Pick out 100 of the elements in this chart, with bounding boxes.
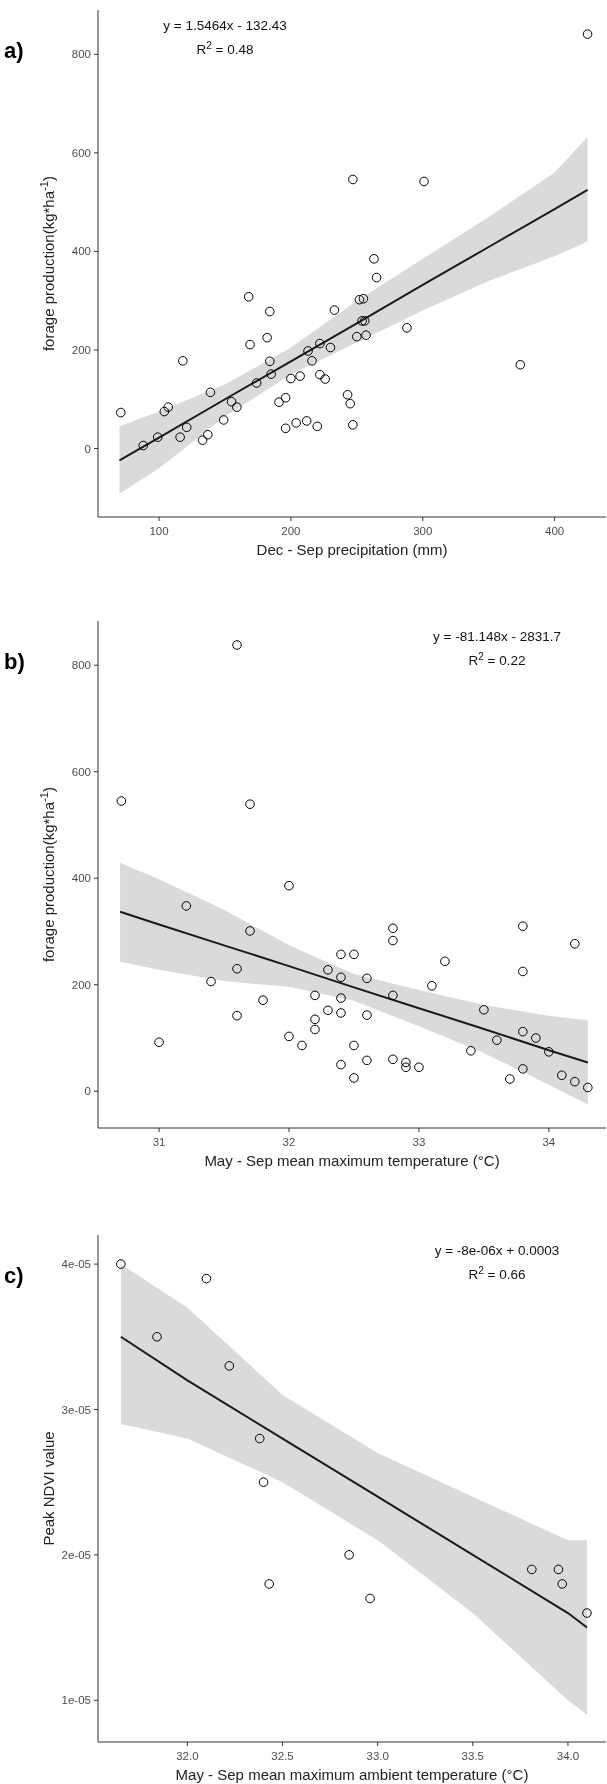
point (557, 1070, 567, 1081)
y-tick-label: 4e-05 (61, 1258, 91, 1271)
point (218, 415, 229, 425)
line-series (118, 188, 589, 462)
point (349, 1073, 359, 1083)
annotation: R$^{2}$ = 0.66 (468, 1264, 526, 1282)
point (518, 921, 528, 931)
point (345, 398, 356, 409)
point (262, 332, 272, 343)
point (371, 272, 382, 283)
point (358, 293, 369, 304)
point (181, 422, 192, 433)
point (197, 435, 208, 445)
point (388, 1054, 398, 1065)
point (232, 1010, 242, 1021)
point (518, 1064, 528, 1074)
point (388, 935, 398, 946)
point (531, 1033, 541, 1043)
point (492, 1035, 502, 1045)
text: a) (4, 38, 24, 63)
point (414, 1062, 424, 1073)
point (201, 1273, 212, 1284)
y-tick-label: 600 (71, 146, 91, 159)
point (354, 294, 365, 305)
point (232, 402, 242, 412)
x-axis-title: May - Sep mean maximum temperature (°C) (204, 1152, 500, 1169)
y-tick-label: 800 (71, 48, 91, 61)
point (349, 949, 359, 960)
x-tick-label: 32 (282, 1136, 296, 1148)
point (286, 373, 296, 384)
y-tick-label: 600 (71, 765, 91, 778)
point (336, 1059, 346, 1070)
point (361, 330, 371, 340)
point (320, 374, 330, 384)
point (258, 1477, 269, 1487)
point (254, 1433, 265, 1444)
point (582, 1608, 592, 1618)
point (419, 176, 429, 187)
point (116, 1259, 126, 1269)
point (369, 254, 379, 264)
y-tick-label: 0 (84, 1085, 91, 1098)
y-tick-label: 800 (71, 659, 91, 672)
point (258, 995, 268, 1005)
point (582, 29, 593, 39)
point (181, 901, 192, 911)
annotation: y = -8e-06x + 0.0003 (434, 1243, 560, 1258)
y-tick-label: 200 (71, 344, 91, 356)
point (505, 1074, 515, 1084)
point (266, 369, 276, 379)
point (352, 331, 362, 342)
x-tick-label: 400 (544, 525, 565, 537)
point (388, 923, 398, 934)
annotation: y = -81.148x - 2831.7 (433, 629, 561, 644)
annotation: y = 1.5464x - 132.43 (163, 18, 287, 33)
annotation: R$^{2}$ = 0.22 (468, 650, 526, 668)
point (315, 369, 325, 380)
point (362, 1055, 372, 1066)
y-tick-label: 200 (71, 978, 91, 991)
point (163, 402, 174, 412)
x-tick-label: 33.5 (461, 1750, 485, 1762)
point (284, 1031, 294, 1042)
point (427, 981, 437, 991)
x-axis-title: Dec - Sep precipitation (mm) (256, 541, 448, 558)
point (402, 323, 412, 333)
point (116, 796, 127, 806)
point (303, 346, 313, 356)
point (159, 406, 170, 417)
point (362, 973, 372, 984)
point (152, 1331, 162, 1342)
point (336, 949, 346, 960)
point (154, 1037, 164, 1048)
point (177, 356, 188, 366)
point (264, 306, 275, 317)
point (310, 1014, 320, 1025)
point (245, 799, 255, 809)
x-tick-label: 34.0 (556, 1750, 580, 1762)
x-tick-label: 32.5 (271, 1750, 294, 1762)
point (401, 1062, 411, 1073)
point (280, 423, 291, 434)
point (553, 1564, 564, 1575)
point (307, 356, 317, 366)
x-tick-label: 200 (281, 525, 301, 537)
x-tick-label: 33 (412, 1136, 426, 1148)
point (518, 1026, 528, 1037)
point (323, 965, 333, 975)
x-tick-label: 32.0 (176, 1750, 199, 1762)
point (203, 429, 213, 440)
x-tick-label: 31 (152, 1136, 166, 1148)
point (342, 390, 353, 400)
point (264, 356, 275, 367)
point (336, 993, 346, 1003)
point (232, 640, 242, 650)
point (344, 1550, 354, 1560)
y-tick-label: 400 (71, 245, 91, 258)
point (466, 1045, 476, 1056)
point (479, 1004, 489, 1015)
line-series (119, 910, 589, 1064)
point (295, 371, 305, 381)
point (264, 1579, 275, 1589)
y-tick-label: 3e-05 (61, 1403, 91, 1416)
